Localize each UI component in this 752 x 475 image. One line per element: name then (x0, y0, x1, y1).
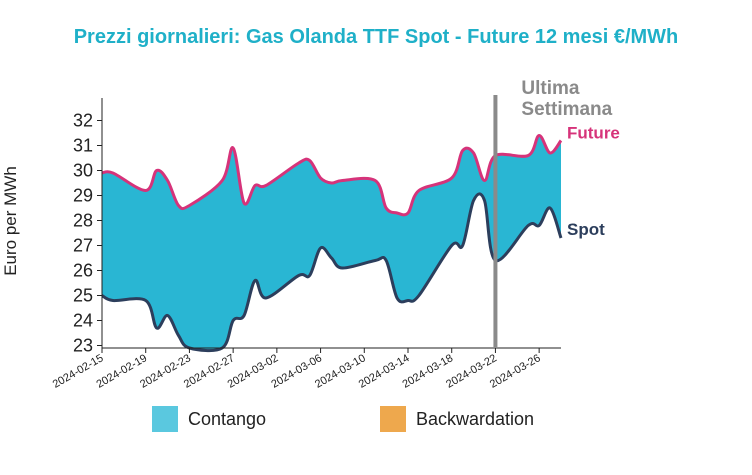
legend-swatch-contango (152, 406, 178, 432)
y-tick-label: 26 (73, 261, 93, 281)
legend-label-backwardation: Backwardation (416, 408, 535, 429)
ultima-settimana-label: Ultima (521, 78, 580, 99)
y-tick-label: 23 (73, 336, 93, 356)
y-tick-label: 28 (73, 211, 93, 231)
y-tick-label: 25 (73, 286, 93, 306)
line-layer (101, 134, 563, 353)
future-series-label: Future (567, 124, 620, 143)
y-tick-label: 24 (73, 311, 93, 331)
y-tick-label: 32 (73, 111, 93, 131)
legend-label-contango: Contango (188, 408, 267, 429)
legend-item-contango: Contango (152, 405, 266, 433)
chart-title: Prezzi giornalieri: Gas Olanda TTF Spot … (73, 26, 679, 48)
spot-series-label: Spot (567, 220, 605, 239)
band-layer (102, 135, 561, 351)
y-tick-label: 31 (73, 136, 93, 156)
y-tick-label: 30 (73, 161, 93, 181)
ultima-settimana-label-2: Settimana (521, 99, 612, 120)
contango-band (102, 135, 561, 351)
y-tick-label: 29 (73, 186, 93, 206)
y-tick-label: 27 (73, 236, 93, 256)
future-line (101, 134, 563, 217)
spot-line (101, 192, 563, 353)
legend-item-backwardation: Backwardation (380, 405, 534, 433)
legend-swatch-backwardation (380, 406, 406, 432)
y-axis-label: Euro per MWh (1, 166, 20, 276)
